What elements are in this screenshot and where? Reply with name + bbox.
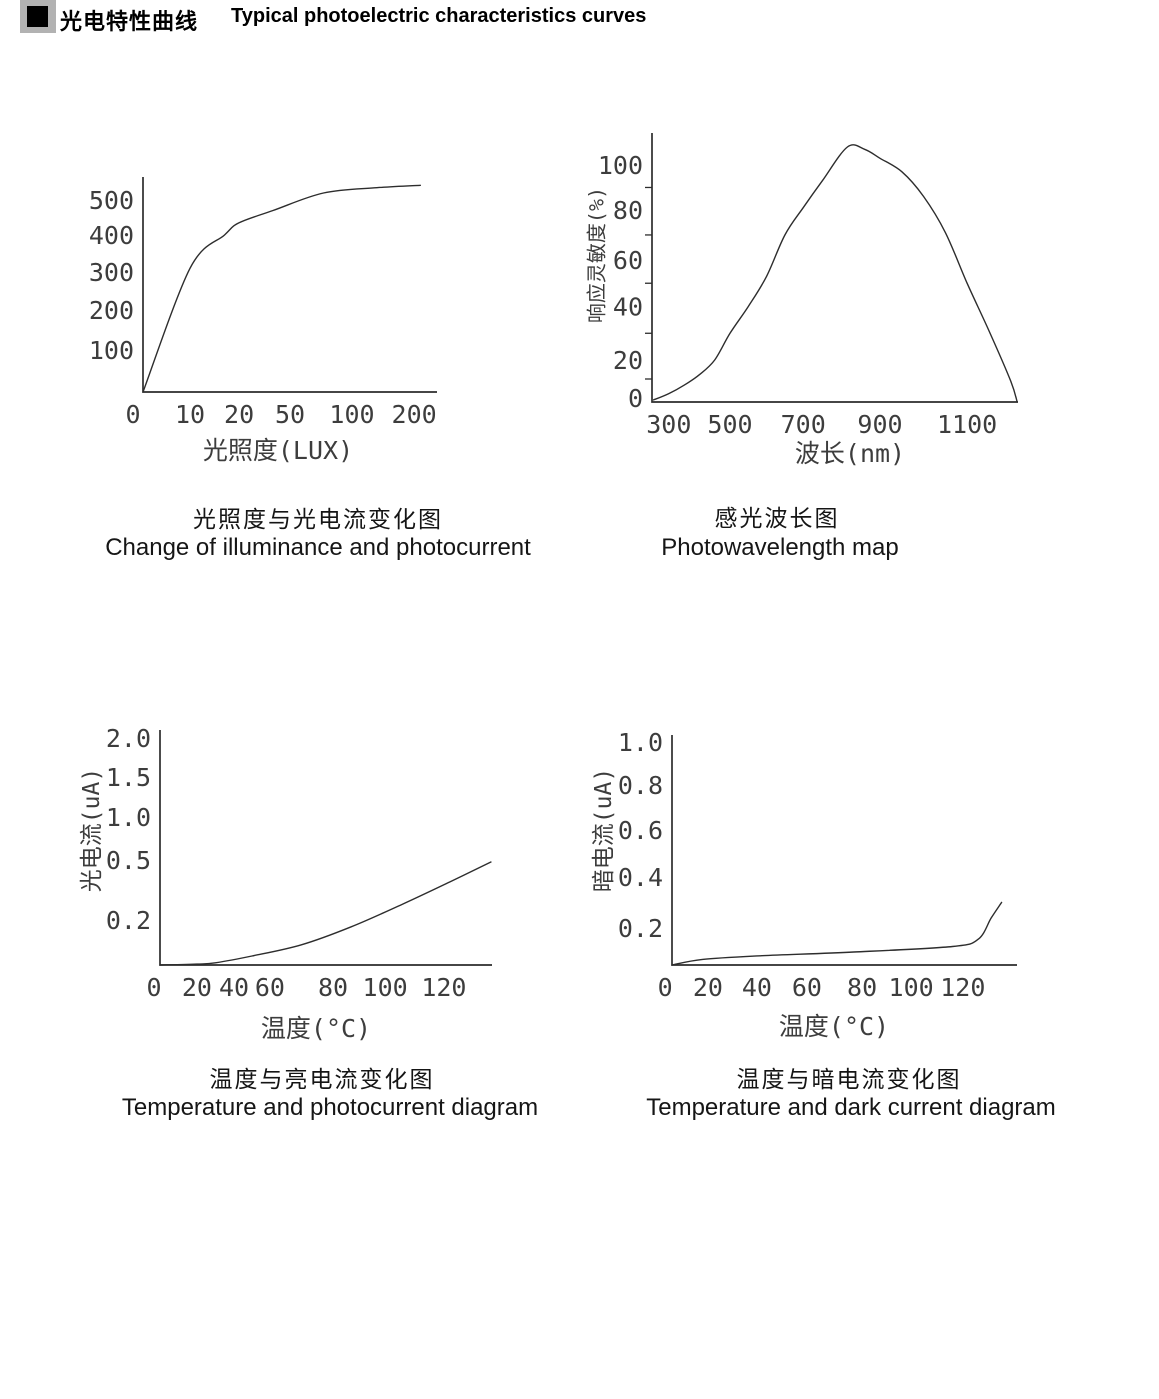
spectral-x-tick-label: 700 (781, 410, 826, 439)
illuminance-y-tick-label: 400 (89, 221, 134, 250)
photocurrent-curve (159, 861, 492, 966)
illuminance-curve (142, 184, 421, 393)
photocurrent-x-tick-label: 40 (219, 973, 249, 1002)
dark-curve (671, 901, 1003, 966)
spectral-y-tick-label: 60 (613, 246, 643, 275)
darkcurrent-caption-en: Temperature and dark current diagram (646, 1094, 1056, 1121)
spectral-caption-zh: 感光波长图 (714, 506, 840, 531)
spectral-y-tick-label: 20 (613, 346, 643, 375)
spectral-caption-en: Photowavelength map (661, 534, 899, 561)
dark-axes (671, 735, 1017, 966)
spectral-y-tick-label: 80 (613, 196, 643, 225)
photocurrent-y-tick-label: 0.2 (106, 906, 151, 935)
photocurrent-y-axis-label: 光电流(uA) (79, 767, 105, 893)
illuminance-photocurrent-chart: 0 10 20 50 100 200 100 200 300 400 500 (89, 177, 437, 429)
darkcurrent-x-axis-label: 温度(°C) (778, 1012, 890, 1041)
spectral-y-tick-label: 40 (613, 293, 643, 322)
spectral-y-tick-label: 100 (598, 151, 643, 180)
photocurrent-x-tick-label: 20 (182, 973, 212, 1002)
dark-y-tick-label: 0.2 (618, 914, 663, 943)
spectral-x-tick-label: 1100 (937, 410, 997, 439)
illuminance-y-tick-label: 300 (89, 258, 134, 287)
illuminance-x-tick-label: 10 (175, 400, 205, 429)
illuminance-x-tick-label: 20 (224, 400, 254, 429)
illuminance-y-tick-label: 100 (89, 336, 134, 365)
darkcurrent-y-axis-label: 暗电流(uA) (591, 767, 617, 893)
illuminance-x-tick-label: 100 (329, 400, 374, 429)
illuminance-x-tick-label: 200 (392, 400, 437, 429)
photocurrent-y-tick-label: 1.5 (106, 763, 151, 792)
photocurrent-y-tick-label: 2.0 (106, 724, 151, 753)
spectral-axes (651, 133, 1018, 403)
photocurrent-caption-en: Temperature and photocurrent diagram (121, 1094, 539, 1121)
spectral-response-chart: 300 500 700 900 1100 0 20 40 60 80 100 (598, 133, 1018, 439)
photocurrent-axes (159, 730, 492, 966)
photocurrent-x-tick-label: 100 (363, 973, 408, 1002)
spectral-x-axis-label: 波长(nm) (794, 439, 906, 468)
illuminance-x-axis-label: 光照度(LUX) (202, 436, 354, 465)
spectral-y-axis-label: 响应灵敏度(%) (584, 186, 609, 324)
dark-x-tick-label: 100 (889, 973, 934, 1002)
section-marker (20, 0, 56, 33)
dark-y-tick-label: 0.6 (618, 816, 663, 845)
dark-y-tick-label: 0.8 (618, 771, 663, 800)
dark-x-tick-label: 40 (742, 973, 772, 1002)
photocurrent-x-tick-label: 80 (318, 973, 348, 1002)
spectral-x-tick-label: 900 (857, 410, 902, 439)
dark-x-tick-label: 0 (658, 973, 673, 1002)
photocurrent-caption-zh: 温度与亮电流变化图 (209, 1067, 435, 1092)
dark-y-tick-label: 1.0 (618, 728, 663, 757)
darkcurrent-caption-zh: 温度与暗电流变化图 (736, 1067, 962, 1092)
photocurrent-x-tick-label: 120 (421, 973, 466, 1002)
illuminance-caption-en: Change of illuminance and photocurrent (105, 534, 531, 561)
dark-x-tick-label: 60 (792, 973, 822, 1002)
section-title-zh: 光电特性曲线 (60, 9, 199, 34)
illuminance-x-tick-label: 50 (275, 400, 305, 429)
spectral-curve (652, 144, 1018, 403)
illuminance-y-tick-label: 200 (89, 296, 134, 325)
spectral-x-tick-label: 500 (707, 410, 752, 439)
dark-x-tick-label: 20 (693, 973, 723, 1002)
photocurrent-x-tick-label: 60 (255, 973, 285, 1002)
section-title-en: Typical photoelectric characteristics cu… (231, 5, 647, 27)
dark-x-tick-label: 80 (847, 973, 877, 1002)
section-marker-square-icon (27, 6, 48, 27)
photocurrent-x-tick-label: 0 (146, 973, 161, 1002)
spectral-y-tick-label: 0 (628, 384, 643, 413)
temperature-darkcurrent-chart: 0 20 40 60 80 100 120 0.2 0.4 0.6 0.8 1.0 (618, 728, 1017, 1002)
photocurrent-y-tick-label: 0.5 (106, 846, 151, 875)
dark-y-tick-label: 0.4 (618, 863, 663, 892)
photocurrent-y-tick-label: 1.0 (106, 803, 151, 832)
spectral-x-tick-label: 300 (646, 410, 691, 439)
photocurrent-x-axis-label: 温度(°C) (260, 1014, 372, 1043)
temperature-photocurrent-chart: 0 20 40 60 80 100 120 0.2 0.5 1.0 1.5 2.0 (106, 724, 492, 1002)
illuminance-caption-zh: 光照度与光电流变化图 (193, 507, 443, 532)
illuminance-axes (142, 177, 437, 393)
dark-x-tick-label: 120 (940, 973, 985, 1002)
illuminance-x-tick-label: 0 (125, 400, 140, 429)
illuminance-y-tick-label: 500 (89, 186, 134, 215)
